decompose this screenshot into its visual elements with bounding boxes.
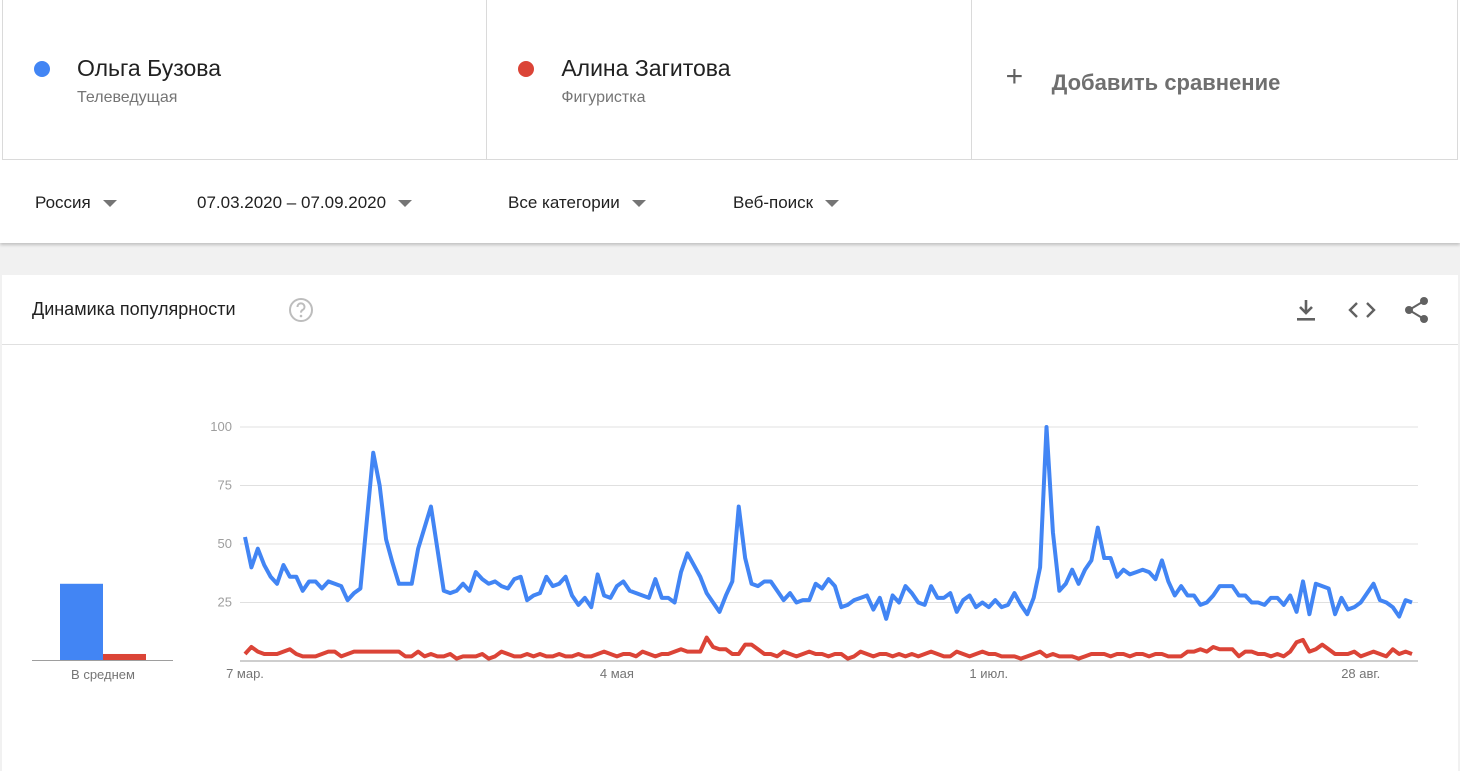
header: Ольга Бузова Телеведущая Алина Загитова … (0, 0, 1460, 243)
help-icon[interactable] (288, 297, 314, 323)
dropdown-arrow (398, 199, 413, 207)
add-comparison[interactable]: + Добавить сравнение (972, 0, 1457, 159)
x-tick-label: В среднем (71, 667, 135, 682)
comparison-card[interactable]: Алина Загитова Фигуристка (487, 0, 972, 159)
y-tick-label: 75 (218, 478, 232, 493)
average-bar (60, 583, 103, 660)
share-icon[interactable] (1404, 296, 1430, 324)
x-tick-label: 28 авг. (1341, 666, 1380, 681)
series-line (243, 425, 1413, 621)
comparison-cards: Ольга Бузова Телеведущая Алина Загитова … (2, 0, 1458, 160)
filter-label: 07.03.2020 – 07.09.2020 (197, 193, 387, 212)
legend-dot (34, 61, 50, 77)
x-tick-label: 4 мая (600, 666, 634, 681)
average-bar (103, 653, 146, 660)
filter-dropdown[interactable]: Россия (35, 193, 117, 213)
download-icon[interactable] (1294, 297, 1318, 323)
filter-dropdown[interactable]: 07.03.2020 – 07.09.2020 (197, 193, 413, 213)
series-line (243, 635, 1413, 661)
term-subtitle: Телеведущая (77, 89, 178, 106)
separator (2, 344, 1458, 345)
filter-dropdown[interactable]: Все категории (508, 193, 646, 213)
filter-label: Все категории (508, 193, 620, 212)
term-subtitle: Фигуристка (561, 89, 646, 106)
comparison-card[interactable]: Ольга Бузова Телеведущая (3, 0, 488, 159)
plus-icon: + (1005, 60, 1024, 93)
add-comparison-label: Добавить сравнение (1051, 70, 1281, 95)
y-tick-label: 50 (218, 536, 232, 551)
filter-label: Веб-поиск (733, 193, 814, 212)
panel-title: Динамика популярности (32, 299, 236, 319)
dropdown-arrow (631, 199, 646, 207)
filter-label: Россия (35, 193, 91, 212)
x-tick-label: 7 мар. (226, 666, 264, 681)
dropdown-arrow (825, 199, 840, 207)
y-tick-label: 25 (218, 595, 232, 610)
filters-bar: Россия 07.03.2020 – 07.09.2020 Все катег… (0, 160, 1460, 243)
dropdown-arrow (102, 199, 117, 207)
filter-dropdown[interactable]: Веб-поиск (733, 193, 840, 213)
x-tick-label: 1 июл. (969, 666, 1008, 681)
y-tick-label: 100 (210, 419, 232, 434)
term-name: Алина Загитова (561, 55, 731, 81)
embed-icon[interactable] (1348, 299, 1376, 321)
interest-panel: Динамика популярности (2, 275, 1458, 771)
term-name: Ольга Бузова (77, 55, 222, 81)
legend-dot (518, 61, 535, 77)
